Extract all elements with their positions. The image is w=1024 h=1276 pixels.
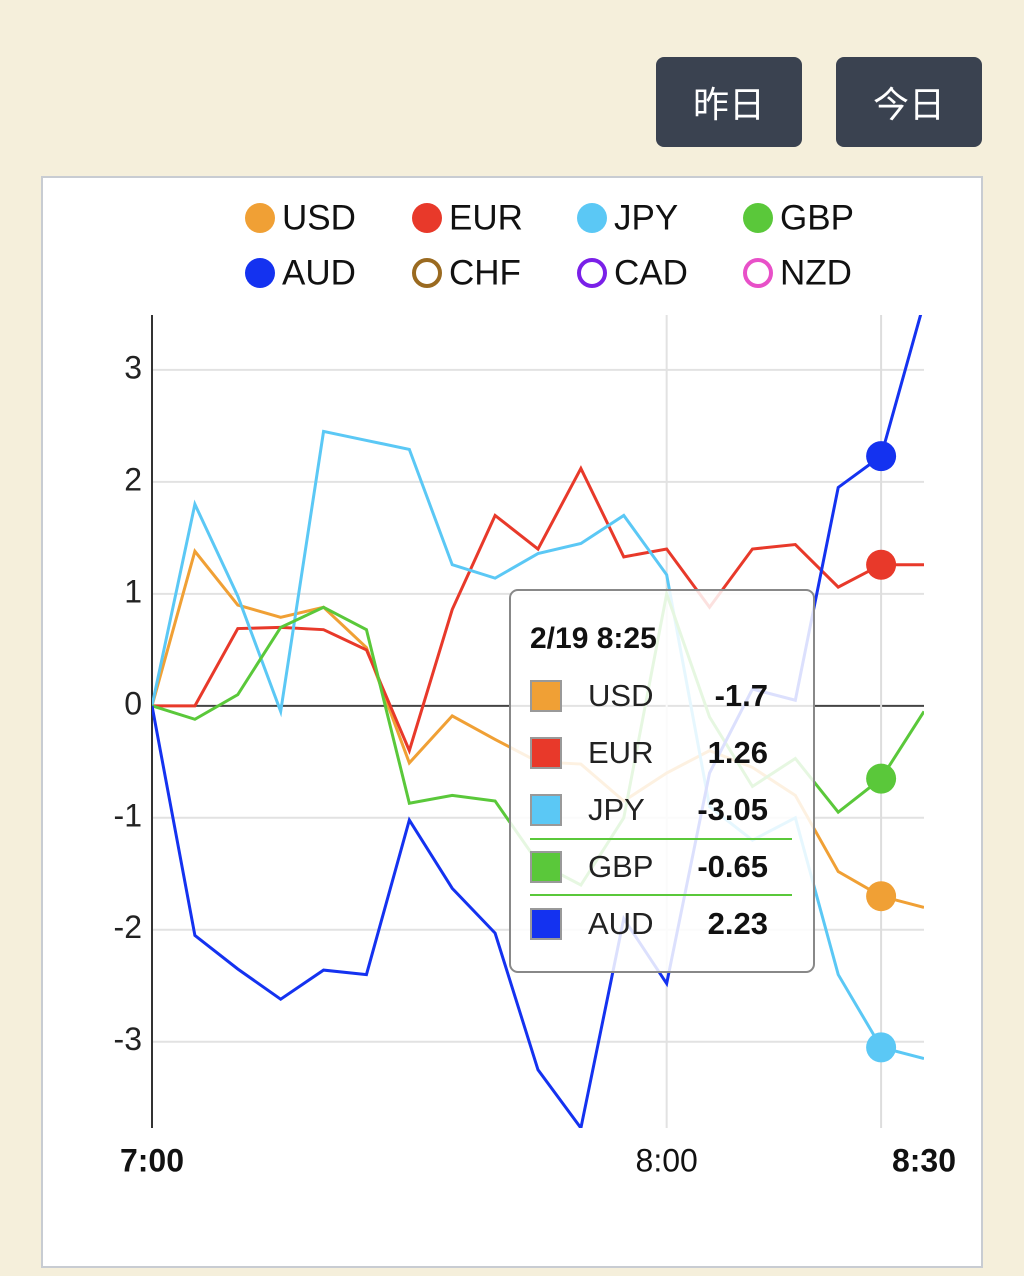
hover-marker (866, 549, 897, 580)
series-line (152, 548, 924, 909)
tooltip-name: GBP (588, 849, 653, 884)
y-tick-label: 3 (124, 349, 142, 385)
tooltip-name: JPY (588, 792, 645, 827)
tooltip-swatch (530, 908, 562, 940)
y-tick-label: 1 (124, 573, 142, 609)
legend-swatch (245, 203, 275, 233)
legend-label: AUD (282, 253, 356, 292)
x-tick-label: 8:00 (636, 1142, 698, 1178)
tooltip-title: 2/19 8:25 (530, 622, 657, 655)
tooltip-swatch (530, 737, 562, 769)
legend-label: NZD (780, 253, 852, 292)
tooltip-value: -3.05 (697, 792, 768, 827)
x-tick-label: 7:00 (120, 1142, 184, 1178)
hover-marker (866, 441, 897, 472)
legend-swatch (412, 203, 442, 233)
tooltip-value: 1.26 (708, 735, 768, 770)
series-line (152, 465, 924, 755)
y-tick-label: 2 (124, 461, 142, 497)
tooltip-swatch (530, 794, 562, 826)
legend-label: CAD (614, 253, 688, 292)
chart-panel (41, 176, 983, 1268)
tooltip-swatch (530, 680, 562, 712)
legend-label: JPY (614, 198, 678, 237)
legend-label: EUR (449, 198, 523, 237)
series-line (152, 429, 924, 1061)
legend-label: CHF (449, 253, 521, 292)
series-line (152, 588, 924, 887)
x-tick-label: 8:30 (892, 1142, 956, 1178)
legend-swatch (577, 203, 607, 233)
legend-swatch (412, 258, 442, 288)
legend-label: GBP (780, 198, 854, 237)
tooltip-value: -1.7 (715, 678, 768, 713)
plot-area (152, 315, 924, 1128)
tooltip-box (509, 589, 815, 973)
hover-marker (866, 763, 897, 794)
tooltip-value: 2.23 (708, 906, 768, 941)
tooltip-swatch (530, 851, 562, 883)
y-tick-label: -2 (114, 909, 142, 945)
legend-label: USD (282, 198, 356, 237)
tooltip-name: EUR (588, 735, 653, 770)
tooltip-value: -0.65 (697, 849, 768, 884)
yesterday-button[interactable]: 昨日 (656, 57, 802, 147)
legend-swatch (577, 258, 607, 288)
legend-swatch (743, 203, 773, 233)
series-line (152, 315, 923, 1128)
legend-swatch (245, 258, 275, 288)
hover-marker (866, 881, 897, 912)
y-tick-label: -3 (114, 1021, 142, 1057)
y-tick-label: -1 (114, 797, 142, 833)
hover-marker (866, 1032, 897, 1063)
today-button[interactable]: 今日 (836, 57, 982, 147)
tooltip-name: USD (588, 678, 653, 713)
legend-swatch (743, 258, 773, 288)
y-tick-label: 0 (124, 685, 142, 721)
tooltip-name: AUD (588, 906, 653, 941)
